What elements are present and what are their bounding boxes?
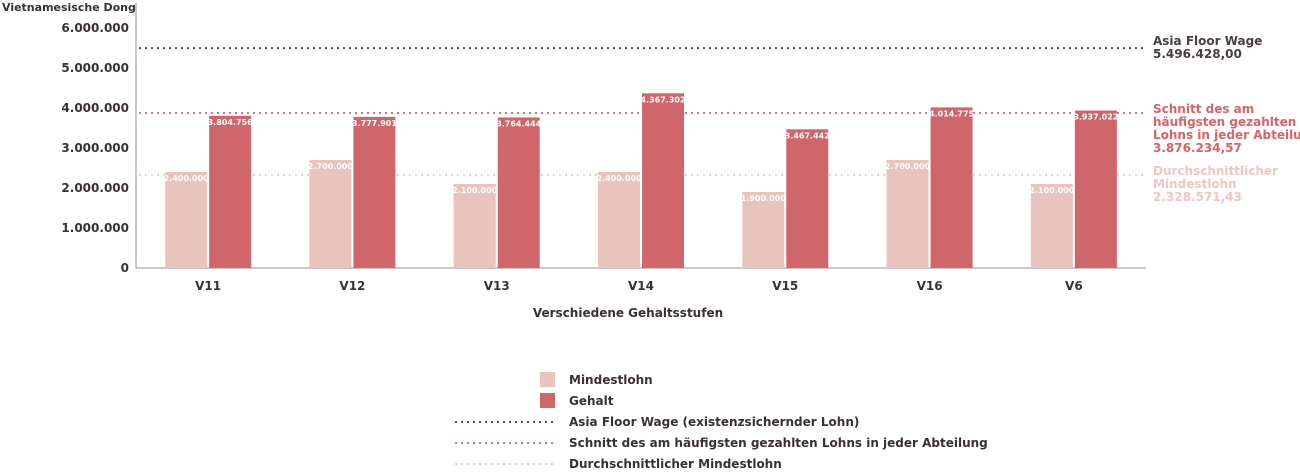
bar-data-label: 3.467.442 bbox=[785, 131, 830, 140]
y-tick-label: 3.000.000 bbox=[61, 141, 129, 155]
x-axis-label: Verschiedene Gehaltsstufen bbox=[533, 306, 723, 320]
legend-label: Gehalt bbox=[569, 394, 614, 408]
y-tick-label: 0 bbox=[121, 261, 129, 275]
legend-label: Schnitt des am häufigsten gezahlten Lohn… bbox=[569, 436, 988, 450]
bar-gehalt bbox=[497, 117, 540, 268]
reference-annotation: 2.328.571,43 bbox=[1153, 190, 1242, 204]
bar-data-label: 2.400.000 bbox=[596, 174, 641, 183]
reference-annotation: Asia Floor Wage bbox=[1153, 34, 1262, 48]
bar-data-label: 3.777.901 bbox=[352, 119, 397, 128]
bar-data-label: 2.400.000 bbox=[164, 174, 209, 183]
y-tick-label: 5.000.000 bbox=[61, 61, 129, 75]
bar-data-label: 3.804.756 bbox=[208, 118, 253, 127]
reference-annotation: 5.496.428,00 bbox=[1153, 47, 1242, 61]
bar-mindestlohn bbox=[165, 172, 208, 268]
bar-mindestlohn bbox=[1030, 184, 1073, 268]
legend-label: Asia Floor Wage (existenzsichernder Lohn… bbox=[569, 415, 859, 429]
bar-data-label: 1.900.000 bbox=[741, 194, 786, 203]
axes: 6.000.000 5.000.000 4.000.000 3.000.000 2.00… bbox=[61, 3, 1146, 275]
reference-annotation: Durchschnittlicher bbox=[1153, 164, 1278, 178]
reference-annotation: häufigsten gezahlten bbox=[1153, 115, 1296, 129]
bar-data-label: 2.700.000 bbox=[308, 162, 353, 171]
x-tick-label: V14 bbox=[628, 279, 654, 293]
y-axis-label: Vietnamesische Dong bbox=[2, 1, 136, 14]
bar-data-label: 3.764.444 bbox=[496, 119, 541, 128]
x-tick-label: V15 bbox=[772, 279, 798, 293]
bar-gehalt bbox=[353, 116, 396, 268]
y-tick-label: 2.000.000 bbox=[61, 181, 129, 195]
bar-mindestlohn bbox=[453, 184, 496, 268]
reference-annotation: 3.876.234,57 bbox=[1153, 141, 1242, 155]
x-tick-label: V13 bbox=[484, 279, 510, 293]
bar-mindestlohn bbox=[309, 160, 352, 268]
bar-gehalt bbox=[930, 107, 973, 268]
y-tick-label: 1.000.000 bbox=[61, 221, 129, 235]
bar-gehalt bbox=[642, 93, 684, 268]
legend-swatch bbox=[540, 372, 555, 387]
x-tick-label: V11 bbox=[195, 279, 221, 293]
y-tick-label: 6.000.000 bbox=[61, 21, 129, 35]
bar-mindestlohn bbox=[742, 192, 785, 268]
x-tick-label: V12 bbox=[339, 279, 365, 293]
legend-label: Mindestlohn bbox=[569, 373, 653, 387]
x-tick-label: V16 bbox=[917, 279, 943, 293]
bars: 2.400.000 3.804.756 V11 2.700.000 3.777.901 V… bbox=[164, 93, 1118, 293]
bar-mindestlohn bbox=[886, 160, 929, 268]
reference-annotation: Schnitt des am bbox=[1153, 102, 1254, 116]
bar-gehalt bbox=[1074, 110, 1117, 268]
reference-annotation: Mindestlohn bbox=[1153, 177, 1237, 191]
bar-data-label: 2.100.000 bbox=[1029, 186, 1074, 195]
bar-data-label: 2.100.000 bbox=[452, 186, 497, 195]
bar-gehalt bbox=[209, 115, 252, 269]
legend-swatch bbox=[540, 393, 555, 408]
bar-data-label: 4.367.302 bbox=[640, 95, 685, 104]
bar-data-label: 4.014.775 bbox=[929, 109, 974, 118]
reference-annotation: Lohns in jeder Abteilung bbox=[1153, 128, 1300, 142]
x-tick-label: V6 bbox=[1065, 279, 1083, 293]
legend: Mindestlohn Gehalt Asia Floor Wage (existe… bbox=[454, 372, 988, 471]
bar-mindestlohn bbox=[598, 172, 640, 268]
legend-label: Durchschnittlicher Mindestlohn bbox=[569, 457, 782, 471]
bar-data-label: 2.700.000 bbox=[885, 162, 930, 171]
bar-data-label: 3.937.022 bbox=[1073, 113, 1118, 122]
bar-gehalt bbox=[786, 129, 829, 268]
y-tick-label: 4.000.000 bbox=[61, 101, 129, 115]
